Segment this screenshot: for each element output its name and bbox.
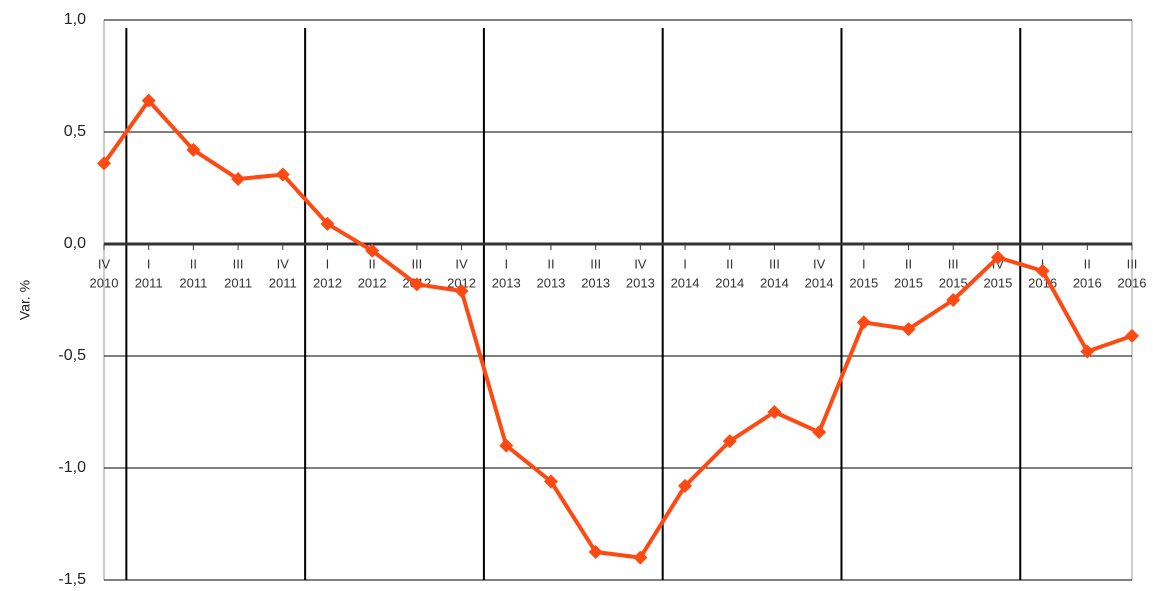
x-tick-label: 2014 [760, 275, 789, 290]
data-point [1125, 328, 1139, 343]
x-tick-label: 2010 [90, 275, 119, 290]
data-point [275, 167, 290, 182]
y-tick-label: 0,5 [64, 123, 86, 140]
x-tick-label: 2014 [715, 275, 744, 290]
x-tick-label: 2011 [224, 275, 252, 290]
x-tick-label: 2012 [358, 275, 387, 290]
y-tick-label: -0,5 [58, 347, 86, 364]
data-point [365, 243, 380, 258]
y-tick-label: 0,0 [64, 235, 86, 252]
x-tick-label: I [862, 256, 866, 271]
data-point [856, 315, 871, 330]
x-tick-label: 2015 [849, 275, 878, 290]
data-point [141, 93, 156, 108]
x-tick-label: I [326, 256, 330, 271]
x-tick-label: II [1084, 256, 1091, 271]
x-tick-label: I [504, 256, 508, 271]
x-tick-label: IV [634, 256, 647, 271]
data-point [1080, 344, 1095, 359]
data-point [901, 322, 916, 337]
data-point [946, 293, 961, 307]
data-point [633, 550, 648, 565]
x-tick-label: 2012 [313, 275, 342, 290]
x-tick-label: 2014 [671, 275, 700, 290]
x-tick-label: III [1127, 256, 1138, 271]
x-tick-label: 2012 [447, 275, 476, 290]
x-tick-label: III [233, 256, 244, 271]
x-tick-label: II [905, 256, 912, 271]
data-point [1035, 263, 1050, 278]
data-point [499, 438, 514, 453]
x-tick-label: 2013 [581, 275, 610, 290]
x-tick-label: 2013 [626, 275, 655, 290]
y-tick-label: -1,5 [58, 571, 86, 588]
y-tick-label: 1,0 [64, 11, 86, 28]
x-tick-label: 2013 [536, 275, 565, 290]
y-axis-label: Var. % [17, 280, 33, 320]
data-point [320, 216, 335, 231]
x-tick-label: 2015 [939, 275, 968, 290]
x-tick-label: 2015 [894, 275, 923, 290]
x-tick-label: 2016 [1118, 275, 1147, 290]
data-point [543, 474, 558, 489]
data-point [812, 425, 827, 440]
x-tick-label: I [147, 256, 151, 271]
x-tick-label: 2015 [983, 275, 1012, 290]
x-tick-label: 2014 [805, 275, 834, 290]
data-point [231, 172, 246, 187]
x-tick-label: I [683, 256, 687, 271]
x-tick-label: IV [455, 256, 468, 271]
plot-area [103, 19, 1133, 581]
data-point [588, 545, 603, 559]
x-tick-label: 2011 [269, 275, 297, 290]
data-point [409, 277, 424, 292]
y-tick-label: -1,0 [58, 459, 86, 476]
x-tick-label: 2011 [179, 275, 207, 290]
x-tick-label: II [547, 256, 554, 271]
x-tick-label: II [190, 256, 197, 271]
x-tick-label: III [948, 256, 959, 271]
x-tick-label: III [769, 256, 780, 271]
data-point [678, 478, 693, 493]
data-point [990, 250, 1005, 265]
x-tick-label: III [411, 256, 422, 271]
data-point [186, 142, 201, 157]
x-tick-label: IV [813, 256, 826, 271]
x-tick-label: 2013 [492, 275, 521, 290]
data-point [97, 156, 111, 171]
x-tick-label: 2016 [1073, 275, 1102, 290]
x-tick-label: III [590, 256, 601, 271]
x-tick-label: II [726, 256, 733, 271]
x-tick-label: II [369, 256, 376, 271]
data-point [722, 434, 737, 449]
data-point [767, 405, 782, 419]
x-tick-label: 2011 [135, 275, 163, 290]
x-tick-label: IV [98, 256, 111, 271]
x-tick-label: IV [277, 256, 290, 271]
data-point [454, 284, 469, 299]
data-line [102, 98, 1133, 560]
